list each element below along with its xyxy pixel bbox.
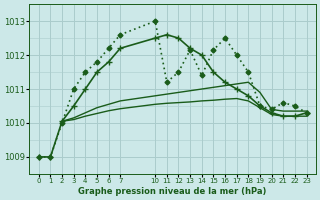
X-axis label: Graphe pression niveau de la mer (hPa): Graphe pression niveau de la mer (hPa) [78, 187, 267, 196]
